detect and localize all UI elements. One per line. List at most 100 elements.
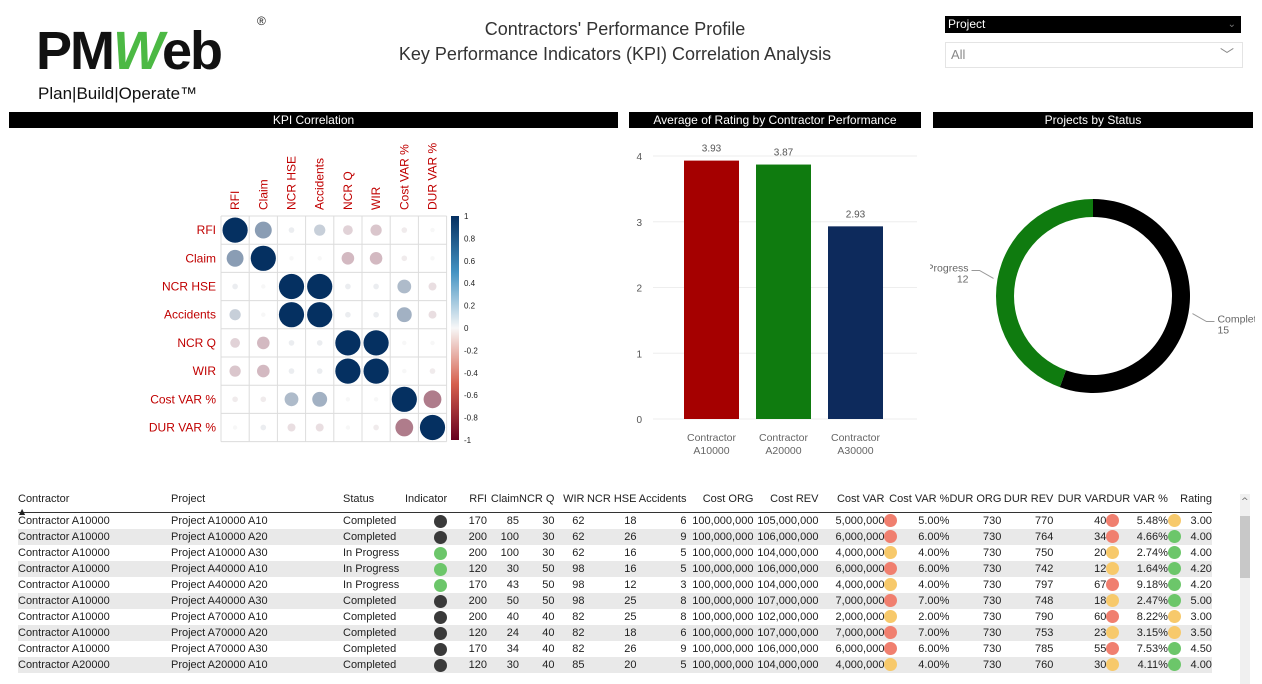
- correlation-cell: [345, 397, 351, 402]
- table-scrollbar[interactable]: [1240, 494, 1250, 684]
- column-header[interactable]: Project: [171, 492, 343, 513]
- project-slicer-label: Project: [948, 17, 986, 31]
- correlation-cell: [419, 414, 446, 441]
- table-row[interactable]: Contractor A10000 Project A70000 A30 Compl…: [18, 641, 1212, 657]
- table-row[interactable]: Contractor A10000 Project A40000 A30 Compl…: [18, 593, 1212, 609]
- column-header[interactable]: Rating: [1167, 492, 1212, 513]
- cell-value: 7.00%: [918, 595, 950, 607]
- table-row[interactable]: Contractor A10000 Project A10000 A10 Compl…: [18, 513, 1212, 530]
- correlation-cell: [395, 418, 414, 437]
- cell-claim: 40: [506, 611, 519, 623]
- status-indicator-icon: [1106, 642, 1120, 655]
- cell-dvar: 20: [1094, 547, 1107, 559]
- table-row[interactable]: Contractor A10000 Project A70000 A10 Compl…: [18, 609, 1212, 625]
- correlation-cell: [316, 340, 323, 346]
- column-header[interactable]: RFI: [460, 492, 487, 513]
- legend-tick-label: -0.8: [464, 414, 478, 423]
- cell-cvar: 6,000,000: [818, 561, 885, 577]
- status-indicator-icon: [434, 626, 447, 640]
- status-indicator-icon: [1167, 546, 1181, 559]
- status-indicator-icon: [434, 594, 447, 608]
- cell-project: Project A40000 A20: [171, 579, 268, 591]
- cell-rating: 3.00: [1167, 609, 1212, 625]
- status-indicator-icon: [1106, 626, 1120, 639]
- project-slicer-header[interactable]: Project ⌄: [945, 16, 1241, 33]
- cell-ncrhse: 18: [624, 515, 637, 527]
- column-header[interactable]: Cost VAR: [818, 492, 885, 513]
- column-header[interactable]: Indicator: [405, 492, 460, 513]
- table-row[interactable]: Contractor A20000 Project A20000 A10 Compl…: [18, 657, 1212, 673]
- cell-cvarp: 4.00%: [884, 577, 949, 593]
- correlation-cell: [402, 368, 407, 374]
- correlation-cell: [428, 310, 437, 319]
- cell-claim: 100: [500, 547, 519, 559]
- column-header[interactable]: Cost ORG: [686, 492, 754, 513]
- bar[interactable]: [684, 160, 739, 420]
- column-header[interactable]: Cost VAR %: [884, 492, 950, 513]
- donut-category-label: Completed: [1217, 314, 1255, 326]
- column-header[interactable]: DUR REV: [1001, 492, 1054, 513]
- cell-acc: 5: [636, 657, 687, 673]
- legend-tick-label: -1: [464, 436, 472, 445]
- cell-ncrq: 50: [519, 593, 555, 609]
- column-header[interactable]: Contractor: [18, 492, 171, 513]
- correlation-cell: [345, 283, 351, 290]
- column-header[interactable]: DUR VAR %: [1106, 492, 1168, 513]
- cell-claim: 24: [487, 625, 519, 641]
- cell-project: Project A10000 A10: [171, 515, 268, 527]
- cell-crev: 104,000,000: [757, 579, 819, 591]
- cell-indicator: [405, 545, 460, 561]
- column-header[interactable]: Status: [343, 492, 405, 513]
- correlation-cell: [230, 338, 240, 348]
- project-slicer-value: All: [951, 47, 966, 62]
- chevron-down-icon[interactable]: ⌄: [1227, 19, 1236, 30]
- cell-drev: 790: [1035, 611, 1054, 623]
- cell-value: 6.00%: [918, 643, 950, 655]
- correlation-column-label: WIR: [369, 186, 383, 210]
- column-header[interactable]: Cost REV: [753, 492, 819, 513]
- cell-status: In Progress: [343, 579, 400, 591]
- bar[interactable]: [756, 164, 811, 419]
- table-row[interactable]: Contractor A10000 Project A10000 A30 In Pr…: [18, 545, 1212, 561]
- cell-acc: 5: [680, 547, 687, 559]
- scroll-up-icon[interactable]: ^: [1241, 497, 1249, 507]
- cell-value: 5.00: [1190, 595, 1212, 607]
- cell-dorg: 730: [983, 579, 1002, 591]
- chevron-down-icon[interactable]: ﹀: [1220, 47, 1234, 63]
- correlation-cell: [232, 425, 238, 430]
- table-row[interactable]: Contractor A10000 Project A40000 A20 In Pr…: [18, 577, 1212, 593]
- cell-rating: 5.00: [1167, 593, 1212, 609]
- table-row[interactable]: Contractor A10000 Project A40000 A10 In Pr…: [18, 561, 1212, 577]
- cell-contractor: Contractor A10000: [18, 625, 171, 641]
- correlation-cell: [288, 227, 295, 233]
- cell-acc: 9: [636, 529, 687, 545]
- table-row[interactable]: Contractor A10000 Project A70000 A20 Compl…: [18, 625, 1212, 641]
- sort-ascending-icon[interactable]: ▲: [19, 507, 26, 516]
- project-slicer-dropdown[interactable]: All ﹀: [945, 42, 1243, 68]
- correlation-cell: [261, 312, 266, 317]
- status-indicator-icon: [434, 610, 447, 624]
- legend-tick-label: -0.6: [464, 391, 478, 400]
- donut-slice[interactable]: [996, 199, 1093, 388]
- bar[interactable]: [828, 226, 883, 419]
- y-tick-label: 4: [636, 152, 642, 163]
- column-header[interactable]: NCR Q: [519, 492, 555, 513]
- cell-rfi: 120: [460, 657, 487, 673]
- column-header[interactable]: DUR ORG: [949, 492, 1002, 513]
- cell-dvarp: 2.47%: [1106, 593, 1168, 609]
- cell-corg: 100,000,000: [686, 625, 754, 641]
- column-header[interactable]: Claim: [487, 492, 519, 513]
- cell-status: Completed: [343, 515, 397, 527]
- column-header[interactable]: NCR HSE: [584, 492, 637, 513]
- column-header[interactable]: DUR VAR: [1053, 492, 1107, 513]
- cell-status: Completed: [343, 529, 405, 545]
- column-header[interactable]: Accidents: [636, 492, 687, 513]
- table-scrollbar-thumb[interactable]: [1240, 516, 1250, 578]
- cell-ncrhse: 20: [584, 657, 637, 673]
- table-row[interactable]: Contractor A10000 Project A10000 A20 Compl…: [18, 529, 1212, 545]
- cell-rfi: 200: [460, 593, 487, 609]
- column-header[interactable]: WIR: [554, 492, 585, 513]
- donut-slice[interactable]: [1059, 199, 1190, 393]
- cell-ncrhse: 18: [584, 625, 637, 641]
- cell-indicator: [405, 625, 460, 641]
